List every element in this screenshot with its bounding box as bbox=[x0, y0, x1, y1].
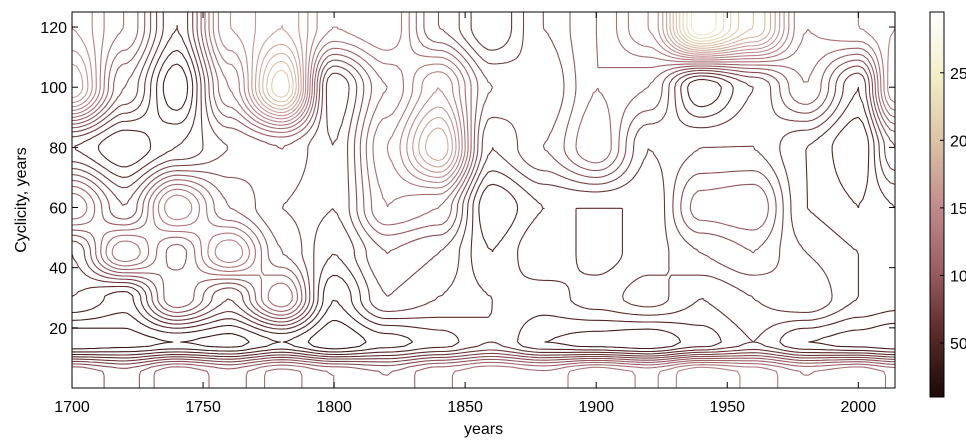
x-tick-label: 1750 bbox=[185, 399, 221, 416]
colorbar-tick-label: 50 bbox=[950, 336, 966, 353]
contour-level-100 bbox=[72, 12, 895, 388]
contour-level-150 bbox=[72, 12, 785, 178]
colorbar-tick-label: 250 bbox=[950, 66, 966, 83]
y-tick-label: 20 bbox=[49, 321, 67, 338]
y-tick-label: 100 bbox=[40, 80, 67, 97]
contour-level-90 bbox=[72, 12, 895, 369]
x-tick-label: 2000 bbox=[841, 399, 877, 416]
contour-lines bbox=[72, 12, 895, 388]
y-tick-label: 40 bbox=[49, 261, 67, 278]
contour-level-80 bbox=[72, 12, 895, 365]
contour-level-200 bbox=[266, 12, 754, 103]
y-tick-label: 120 bbox=[40, 20, 67, 37]
contour-level-190 bbox=[262, 12, 766, 107]
x-tick-label: 1700 bbox=[54, 399, 90, 416]
x-axis: 1700 1750 1800 1850 1900 1950 2000 bbox=[54, 12, 876, 416]
contour-level-140 bbox=[72, 12, 895, 388]
plot-frame bbox=[71, 11, 896, 389]
colorbar-tick-label: 150 bbox=[950, 201, 966, 218]
contour-level-50 bbox=[72, 49, 895, 356]
contour-level-70 bbox=[72, 12, 895, 362]
contour-level-230 bbox=[686, 12, 725, 39]
contour-level-180 bbox=[258, 12, 772, 162]
y-axis: 20 40 60 80 100 120 bbox=[40, 20, 895, 338]
contour-level-110 bbox=[72, 12, 895, 388]
x-axis-label: years bbox=[464, 421, 503, 438]
contour-level-30 bbox=[72, 319, 367, 350]
colorbar-tick-label: 100 bbox=[950, 268, 966, 285]
contour-level-240 bbox=[690, 12, 717, 36]
contour-level-60 bbox=[72, 25, 895, 359]
x-tick-label: 1900 bbox=[578, 399, 614, 416]
contour-level-40 bbox=[72, 63, 895, 353]
contour-level-120 bbox=[72, 12, 895, 388]
contour-level-220 bbox=[682, 12, 732, 42]
x-tick-label: 1950 bbox=[709, 399, 745, 416]
contour-level-130 bbox=[72, 12, 895, 388]
contour-level-160 bbox=[72, 12, 781, 173]
contour-level-210 bbox=[271, 12, 740, 98]
x-tick-label: 1850 bbox=[447, 399, 483, 416]
y-tick-label: 80 bbox=[49, 140, 67, 157]
y-axis-label: Cyclicity, years bbox=[13, 147, 30, 253]
colorbar bbox=[929, 11, 945, 398]
contour-level-170 bbox=[72, 12, 776, 168]
colorbar-tick-label: 200 bbox=[950, 133, 966, 150]
x-tick-label: 1800 bbox=[316, 399, 352, 416]
y-tick-label: 60 bbox=[49, 201, 67, 218]
colorbar-axis: 50 100 150 200 250 bbox=[940, 66, 966, 353]
